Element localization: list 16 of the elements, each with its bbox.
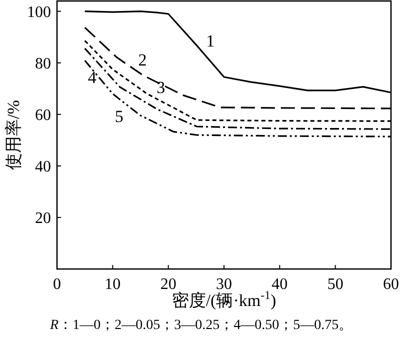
x-tick-label: 10 [104,276,121,293]
series-label: 4 [88,68,97,87]
x-tick-label: 60 [383,276,399,293]
y-tick-label: 80 [35,55,51,72]
y-tick-label: 20 [35,210,51,227]
series-label: 3 [156,78,166,98]
x-tick-label: 50 [327,276,344,293]
y-axis-title: 使用率/% [4,100,23,170]
y-tick-label: 100 [27,4,51,21]
x-tick-label: 0 [53,276,61,293]
series-label: 5 [114,106,124,126]
y-tick-label: 60 [35,106,51,124]
y-tick-label: 40 [35,158,51,176]
text: R：1—0；2—0.05；3—0.25；4—0.50；5—0.75。 [49,318,353,333]
series-label: 1 [206,31,215,50]
series-label: 2 [138,50,147,70]
